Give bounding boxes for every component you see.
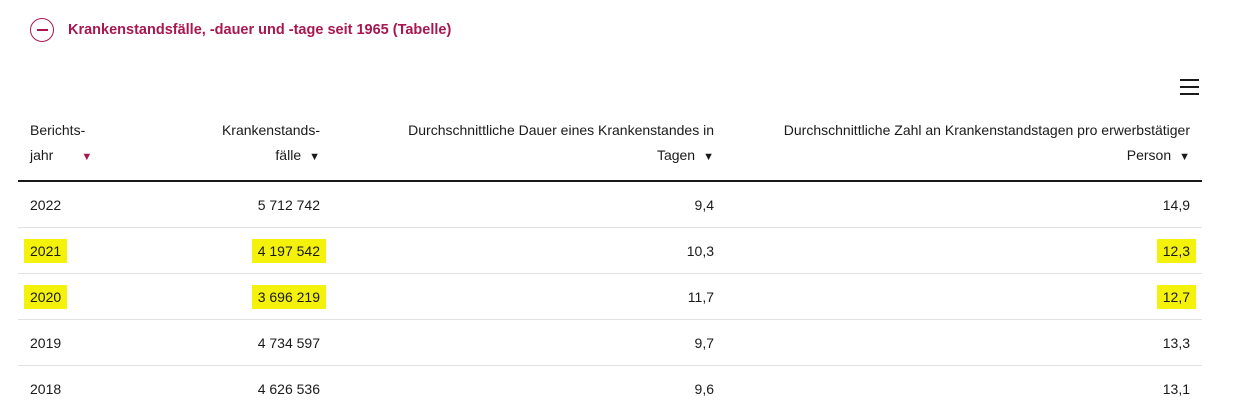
days-cell: 13,3 <box>726 320 1202 366</box>
duration-cell: 11,7 <box>332 274 726 320</box>
column-header-year[interactable]: Berichts- jahr▼ <box>18 112 152 181</box>
minus-circle-icon[interactable] <box>30 18 54 42</box>
year-cell: 2022 <box>18 181 152 228</box>
hamburger-menu-icon[interactable] <box>1180 79 1199 97</box>
cases-cell: 5 712 742 <box>152 181 332 228</box>
cases-cell: 4 626 536 <box>152 366 332 411</box>
sort-caret-icon[interactable]: ▼ <box>309 145 320 170</box>
column-header-days[interactable]: Durchschnittliche Zahl an Krankenstandst… <box>726 112 1202 181</box>
column-header-duration[interactable]: Durchschnittliche Dauer eines Krankensta… <box>332 112 726 181</box>
sort-desc-icon[interactable]: ▼ <box>81 145 92 170</box>
cases-cell: 3 696 219 <box>152 274 332 320</box>
table-row: 2018 4 626 536 9,6 13,1 <box>18 366 1202 411</box>
table-row: 2021 4 197 542 10,3 12,3 <box>18 228 1202 274</box>
column-header-cases[interactable]: Krankenstands- fälle▼ <box>152 112 332 181</box>
duration-cell: 9,6 <box>332 366 726 411</box>
year-cell: 2018 <box>18 366 152 411</box>
year-cell: 2020 <box>18 274 152 320</box>
duration-cell: 10,3 <box>332 228 726 274</box>
highlight-mark: 12,3 <box>1157 239 1196 263</box>
highlight-mark: 2020 <box>24 285 67 309</box>
accordion-toggle[interactable]: Krankenstandsfälle, -dauer und -tage sei… <box>30 18 451 42</box>
sort-caret-icon[interactable]: ▼ <box>1179 145 1190 170</box>
table-row: 2020 3 696 219 11,7 12,7 <box>18 274 1202 320</box>
year-cell: 2021 <box>18 228 152 274</box>
days-cell: 12,7 <box>726 274 1202 320</box>
data-table: Berichts- jahr▼ Krankenstands- fälle▼ Du… <box>18 112 1202 411</box>
cases-cell: 4 734 597 <box>152 320 332 366</box>
table-row: 2022 5 712 742 9,4 14,9 <box>18 181 1202 228</box>
highlight-mark: 2021 <box>24 239 67 263</box>
table-row: 2019 4 734 597 9,7 13,3 <box>18 320 1202 366</box>
year-cell: 2019 <box>18 320 152 366</box>
duration-cell: 9,7 <box>332 320 726 366</box>
days-cell: 13,1 <box>726 366 1202 411</box>
highlight-mark: 4 197 542 <box>252 239 326 263</box>
highlight-mark: 12,7 <box>1157 285 1196 309</box>
duration-cell: 9,4 <box>332 181 726 228</box>
days-cell: 12,3 <box>726 228 1202 274</box>
cases-cell: 4 197 542 <box>152 228 332 274</box>
highlight-mark: 3 696 219 <box>252 285 326 309</box>
sort-caret-icon[interactable]: ▼ <box>703 145 714 170</box>
accordion-title[interactable]: Krankenstandsfälle, -dauer und -tage sei… <box>68 22 451 38</box>
days-cell: 14,9 <box>726 181 1202 228</box>
